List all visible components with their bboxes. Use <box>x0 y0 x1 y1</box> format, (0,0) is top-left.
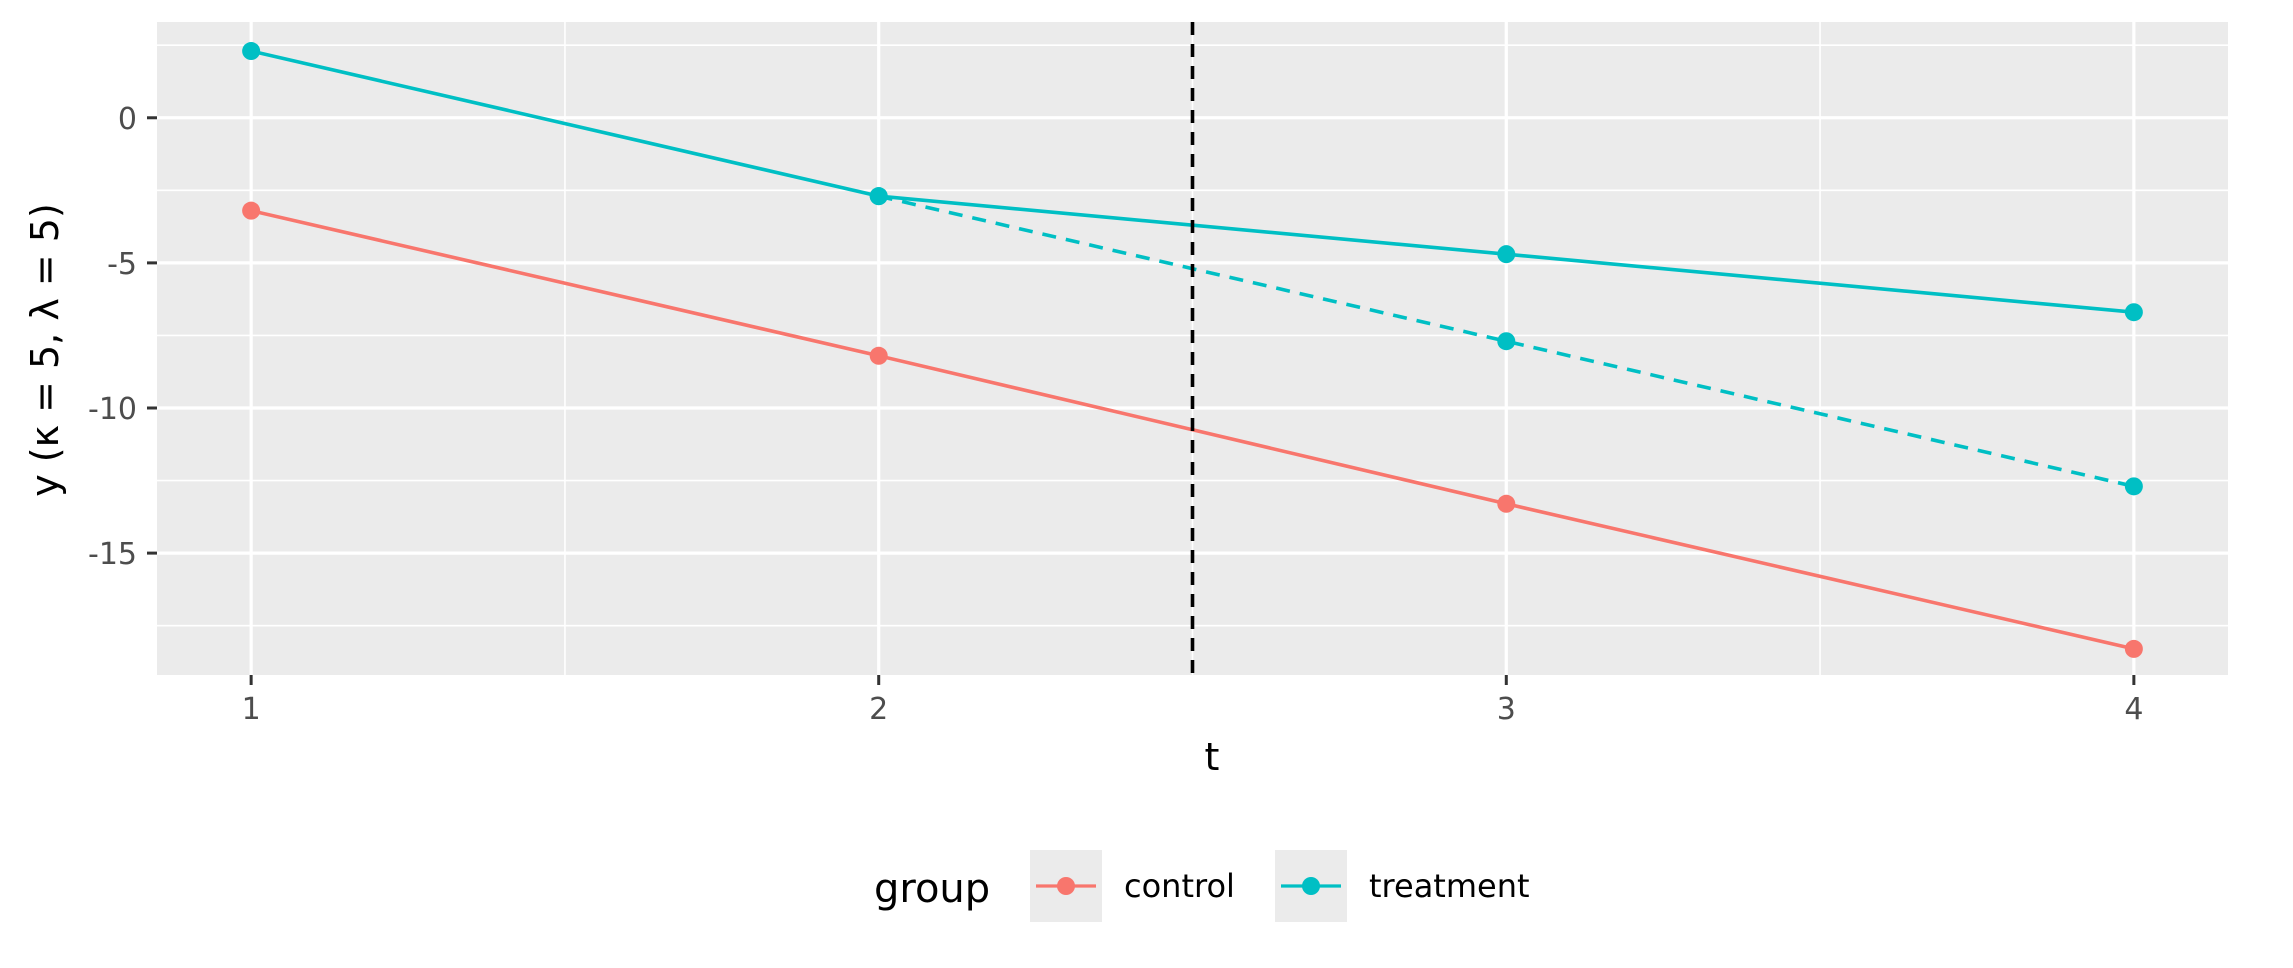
point-control <box>242 201 261 220</box>
point-treatment-counterfactual- <box>2124 477 2143 496</box>
legend-key-point-control <box>1057 877 1075 895</box>
point-treatment <box>2124 303 2143 322</box>
points-layer <box>242 42 2143 658</box>
point-control <box>1497 494 1516 513</box>
point-control <box>869 346 888 365</box>
point-treatment <box>1497 245 1516 264</box>
legend-item-treatment: treatment <box>1275 850 1530 922</box>
y-tick-label: -15 <box>88 537 137 572</box>
x-tick-label: 4 <box>2124 692 2143 727</box>
x-tick-label: 2 <box>869 692 888 727</box>
legend-key-point-treatment <box>1302 877 1320 895</box>
y-axis-title: y (κ = 5, λ = 5) <box>23 203 67 497</box>
point-treatment-counterfactual- <box>869 187 888 206</box>
point-treatment-counterfactual- <box>1497 332 1516 351</box>
legend-title: group <box>874 866 990 912</box>
legend-item-control: control <box>1030 850 1235 922</box>
x-tick-label: 1 <box>242 692 261 727</box>
y-tick-label: -5 <box>107 247 137 282</box>
point-control <box>2124 639 2143 658</box>
legend: group control treatment <box>874 850 1530 922</box>
axis-ticks <box>147 116 2136 685</box>
y-tick-label: -10 <box>88 392 137 427</box>
legend-label-treatment: treatment <box>1369 867 1530 905</box>
tick-labels: 1 2 3 4 0 -5 -10 -15 <box>88 102 2143 727</box>
point-treatment <box>242 42 261 61</box>
legend-label-control: control <box>1124 867 1235 905</box>
x-tick-label: 3 <box>1497 692 1516 727</box>
y-tick-label: 0 <box>118 102 137 137</box>
x-axis-title: t <box>1205 735 1220 779</box>
